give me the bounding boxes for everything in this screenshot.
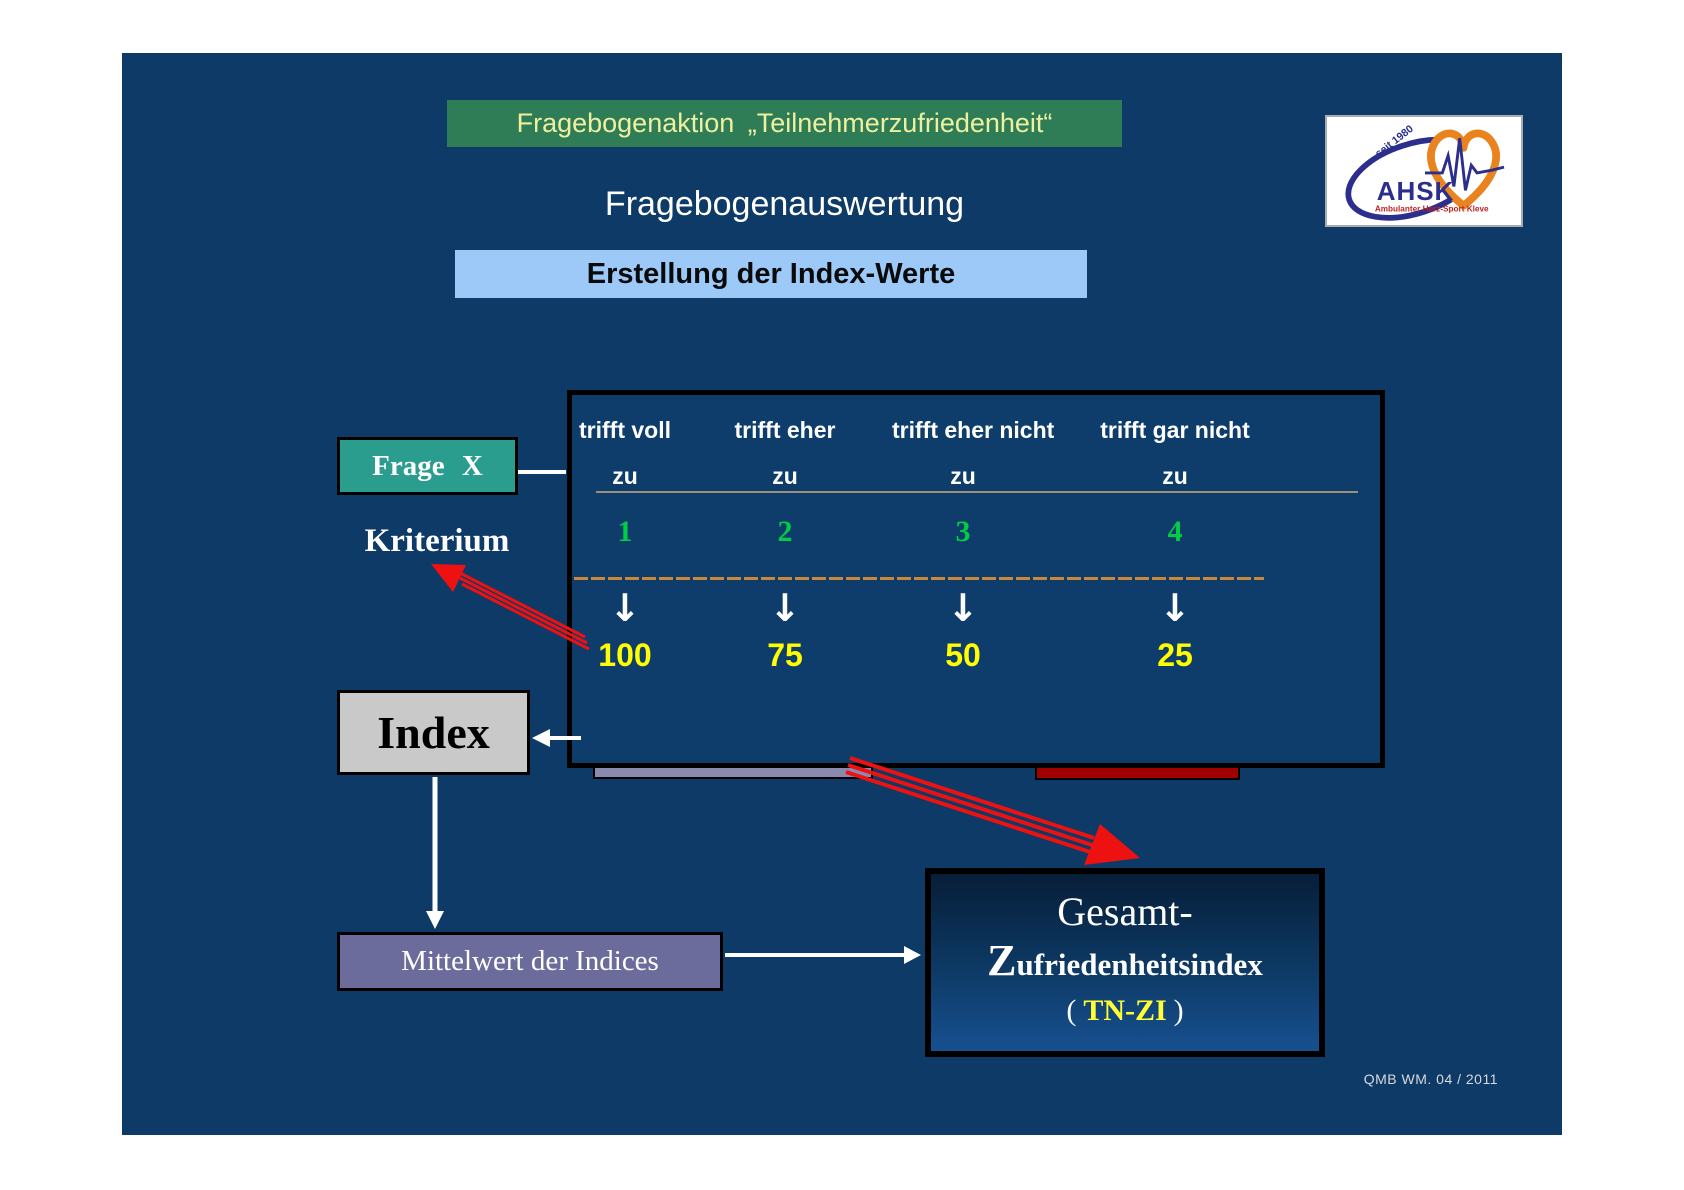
gesamt-line1: Gesamt- bbox=[1057, 889, 1193, 934]
index-value-cell: 25 bbox=[1157, 637, 1193, 673]
down-arrow-icon: ↓ bbox=[1159, 586, 1191, 630]
paren-open: ( bbox=[1066, 994, 1077, 1027]
kriterium-red-arrow bbox=[431, 564, 590, 651]
kriterium-label: Kriterium bbox=[364, 523, 510, 559]
index-to-mittelwert-arrowhead bbox=[426, 911, 444, 929]
gesamt-initial: Z bbox=[987, 936, 1017, 985]
ahsk-logo-graphic: seit 1980 AHSK Ambulanter Herz-Sport Kle… bbox=[1345, 123, 1505, 221]
gesamt-line3: (TN-ZI) bbox=[931, 988, 1319, 1034]
page-title: Fragebogenauswertung bbox=[604, 185, 965, 223]
score-cell: 3 bbox=[955, 515, 971, 548]
score-cell: 1 bbox=[617, 515, 633, 548]
slide: Fragebogenaktion „Teilnehmerzufriedenhei… bbox=[122, 53, 1562, 1135]
down-arrow-icon: ↓ bbox=[769, 586, 801, 630]
footer-credit: QMB WM. 04 / 2011 bbox=[1363, 1071, 1498, 1087]
column-header: trifft eher nicht zu bbox=[892, 407, 1055, 499]
ahsk-logo: seit 1980 AHSK Ambulanter Herz-Sport Kle… bbox=[1325, 115, 1523, 227]
logo-tagline: Ambulanter Herz-Sport Kleve bbox=[1375, 205, 1489, 214]
index-value-row: 100 75 50 25 bbox=[572, 635, 1316, 675]
gesamt-zufriedenheitsindex-box: Gesamt- Zufriedenheitsindex (TN-ZI) bbox=[925, 868, 1325, 1057]
column-header: trifft eher zu bbox=[678, 407, 892, 499]
header-line2: zu bbox=[612, 463, 638, 489]
index-value-cell: 50 bbox=[945, 637, 981, 673]
hidden-purple-bar bbox=[593, 768, 873, 779]
header-line1: trifft voll bbox=[579, 417, 671, 443]
index-box: Index bbox=[337, 690, 530, 775]
column-header: trifft gar nicht zu bbox=[1034, 407, 1316, 499]
gesamt-line2: Zufriedenheitsindex bbox=[931, 938, 1319, 988]
paren-close: ) bbox=[1173, 994, 1184, 1027]
header-line2: zu bbox=[950, 463, 976, 489]
down-arrow-icon: ↓ bbox=[947, 586, 979, 630]
index-value-cell: 100 bbox=[598, 637, 652, 673]
frage-x-box: Frage X bbox=[337, 437, 518, 495]
score-cell: 2 bbox=[777, 515, 793, 548]
logo-name: AHSK bbox=[1377, 176, 1455, 206]
header-line2: zu bbox=[1162, 463, 1188, 489]
subtitle-bar: Erstellung der Index-Werte bbox=[455, 250, 1087, 298]
mittelwert-box: Mittelwert der Indices bbox=[337, 932, 723, 991]
ekg-line-icon bbox=[1424, 138, 1505, 191]
down-arrow-icon: ↓ bbox=[609, 586, 641, 630]
header-underline bbox=[596, 491, 1358, 493]
header-line1: trifft gar nicht bbox=[1100, 417, 1250, 443]
gesamt-rest: ufriedenheitsindex bbox=[1016, 947, 1263, 982]
index-value-cell: 75 bbox=[767, 637, 803, 673]
header-line1: trifft eher bbox=[734, 417, 836, 443]
down-arrow-row: ↓ ↓ ↓ ↓ bbox=[572, 585, 1316, 631]
column-header: trifft voll zu bbox=[572, 407, 678, 499]
tnzi-code: TN-ZI bbox=[1083, 994, 1167, 1027]
score-cell: 4 bbox=[1167, 515, 1183, 548]
table-header-row: trifft voll zu trifft eher zu trifft ehe… bbox=[572, 407, 1316, 499]
header-line2: zu bbox=[772, 463, 798, 489]
table-to-index-arrowhead bbox=[532, 729, 550, 747]
hidden-red-bar bbox=[1035, 768, 1240, 780]
score-table: trifft voll zu trifft eher zu trifft ehe… bbox=[567, 390, 1385, 768]
header-line1: trifft eher nicht bbox=[892, 417, 1055, 443]
mittelwert-to-gesamt-arrowhead bbox=[904, 946, 921, 964]
score-row: 1 2 3 4 bbox=[572, 511, 1316, 553]
orange-divider-line bbox=[574, 577, 1264, 580]
banner-bar: Fragebogenaktion „Teilnehmerzufriedenhei… bbox=[447, 100, 1122, 147]
